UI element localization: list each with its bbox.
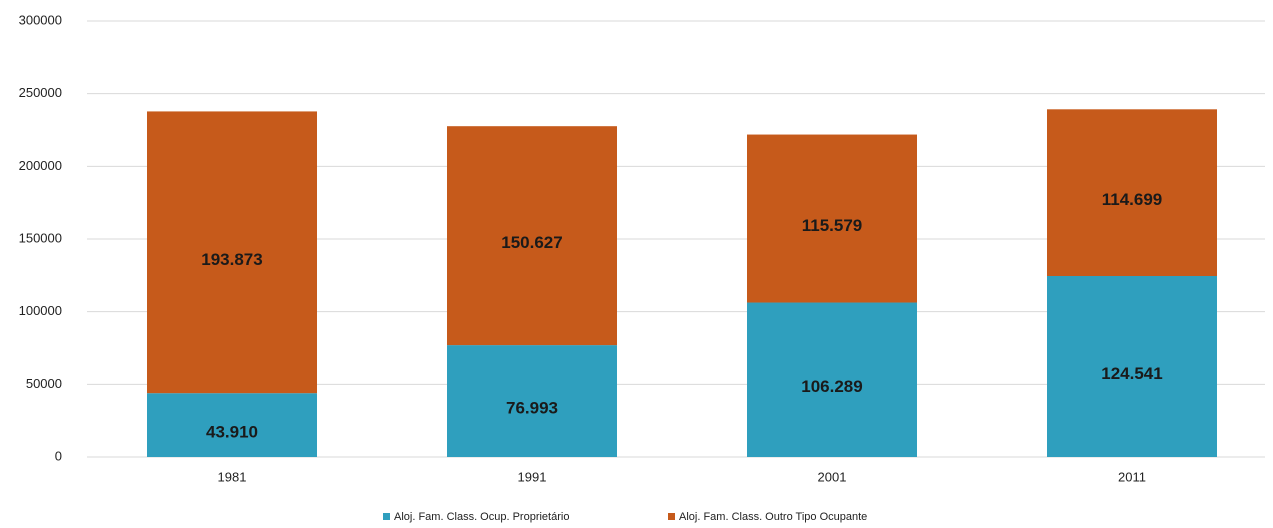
value-label: 114.699 <box>1102 190 1163 209</box>
legend-swatch <box>668 513 675 520</box>
bar-segment <box>1047 109 1217 277</box>
y-tick-label: 250000 <box>19 85 62 100</box>
y-tick-label: 100000 <box>19 303 62 318</box>
bar-segment <box>447 345 617 457</box>
legend-label: Aloj. Fam. Class. Outro Tipo Ocupante <box>679 511 867 523</box>
bar-segment <box>147 111 317 394</box>
value-label: 150.627 <box>501 233 562 252</box>
bar-segment <box>1047 276 1217 457</box>
value-label: 106.289 <box>801 377 862 396</box>
bar-segment <box>747 134 917 303</box>
y-tick-label: 50000 <box>26 376 62 391</box>
x-tick-label: 1991 <box>518 469 547 484</box>
x-tick-label: 2011 <box>1118 469 1146 484</box>
bar-segment <box>747 302 917 457</box>
value-label: 193.873 <box>201 250 262 269</box>
y-tick-label: 200000 <box>19 158 62 173</box>
x-tick-label: 2001 <box>818 469 847 484</box>
value-label: 76.993 <box>506 399 558 418</box>
y-tick-label: 150000 <box>19 230 62 245</box>
x-tick-label: 1981 <box>218 469 247 484</box>
y-tick-label: 0 <box>55 448 62 463</box>
legend-swatch <box>383 513 390 520</box>
legend-label: Aloj. Fam. Class. Ocup. Proprietário <box>394 511 569 523</box>
value-label: 115.579 <box>802 216 863 235</box>
y-tick-label: 300000 <box>19 12 62 27</box>
value-label: 43.910 <box>206 423 258 442</box>
bar-segment <box>447 126 617 346</box>
value-label: 124.541 <box>1101 364 1162 383</box>
bar-segment <box>147 393 317 457</box>
